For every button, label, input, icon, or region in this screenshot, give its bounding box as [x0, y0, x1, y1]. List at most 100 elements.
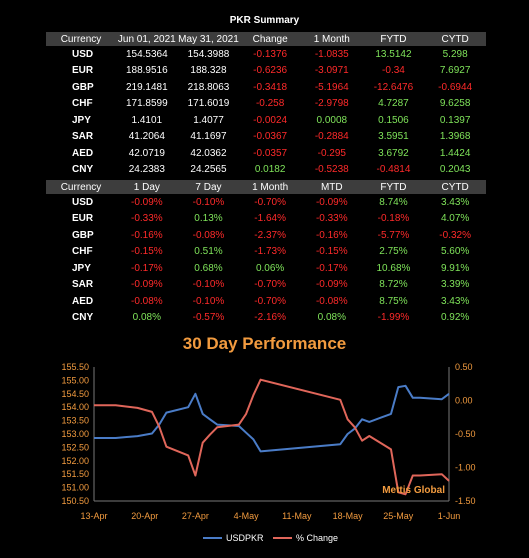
table-cell: -0.10%	[192, 295, 225, 307]
table-cell: 1.4424	[439, 147, 471, 159]
left-axis-tick-label: 152.00	[61, 456, 89, 466]
x-axis-tick-label: 18-May	[333, 511, 364, 521]
currency-code: CNY	[72, 164, 94, 176]
column-header: CYTD	[424, 180, 486, 194]
table-cell: 0.92%	[440, 312, 470, 324]
table-row: CHF -0.15% 0.51% -1.73% -0.15% 2.75% 5.60%	[46, 244, 486, 261]
table-cell: -0.295	[317, 147, 346, 159]
table-cell: 0.08%	[317, 312, 346, 324]
left-axis-tick-label: 154.00	[61, 402, 89, 412]
column-header: FYTD	[362, 180, 425, 194]
currency-code: CHF	[72, 98, 93, 110]
currency-code: GBP	[72, 229, 94, 241]
table-cell: 9.6258	[439, 98, 471, 110]
column-header: 7 Day	[177, 180, 240, 194]
column-header: 1 Day	[116, 180, 178, 194]
currency-code: JPY	[72, 262, 91, 274]
summary-title: PKR Summary	[229, 15, 300, 26]
table-cell: 218.8063	[187, 81, 230, 93]
table-cell: 3.39%	[440, 279, 470, 291]
table-cell: 0.0182	[254, 164, 286, 176]
x-axis-tick-label: 27-Apr	[182, 511, 209, 521]
table-cell: -0.17%	[315, 262, 348, 274]
currency-code: USD	[72, 48, 94, 60]
table-cell: -3.0971	[314, 65, 349, 77]
left-axis-tick-label: 153.00	[61, 429, 89, 439]
right-axis-tick-label: 0.00	[455, 396, 473, 406]
table-row: GBP 219.1481 218.8063 -0.3418 -5.1964 -12.647…	[46, 79, 486, 96]
table-cell: 9.91%	[440, 262, 470, 274]
table-cell: -0.258	[255, 98, 285, 110]
currency-code: GBP	[72, 81, 94, 93]
table-cell: 188.328	[190, 65, 227, 77]
table-row: USD 154.5364 154.3988 -0.1376 -1.0835 13.5142…	[46, 46, 486, 63]
column-header: CYTD	[424, 32, 486, 46]
left-axis-tick-label: 151.50	[61, 469, 89, 479]
usdpkr-series-line	[94, 384, 450, 453]
table-cell: 3.43%	[440, 196, 470, 208]
table-cell: 1.3968	[439, 131, 471, 143]
table-cell: 0.2043	[439, 164, 471, 176]
table-cell: -0.0367	[253, 131, 288, 143]
table-cell: -0.08%	[192, 229, 225, 241]
table-cell: 41.1697	[190, 131, 227, 143]
table-cell: 0.06%	[255, 262, 285, 274]
table-row: GBP -0.16% -0.08% -2.37% -0.16% -5.77% -0.32%	[46, 227, 486, 244]
column-header: 1 Month	[239, 180, 301, 194]
table-cell: -0.17%	[130, 262, 163, 274]
table-cell: -0.5238	[314, 164, 349, 176]
table-cell: -2.9798	[314, 98, 349, 110]
column-header: Jun 01, 2021	[116, 32, 178, 46]
table-cell: 24.2565	[190, 164, 227, 176]
table-cell: 3.5951	[378, 131, 409, 143]
table-cell: 0.1397	[439, 114, 471, 126]
currency-code: SAR	[72, 131, 94, 143]
table-cell: -0.6944	[438, 81, 473, 93]
table-cell: -0.34	[382, 65, 405, 77]
table-cell: 5.298	[442, 48, 468, 60]
table-cell: 3.43%	[440, 295, 470, 307]
column-header: FYTD	[362, 32, 425, 46]
table-cell: 3.6792	[378, 147, 409, 159]
table-cell: 0.08%	[132, 312, 161, 324]
table-cell: -0.09%	[130, 279, 163, 291]
table-cell: -5.1964	[314, 81, 349, 93]
table-cell: 1.4077	[193, 114, 224, 126]
performance-chart: 150.50 151.00 151.50 152.00 152.50 153.00 153.…	[61, 362, 475, 543]
table-row: SAR 41.2064 41.1697 -0.0367 -0.2884 3.5951 1.3…	[46, 129, 486, 146]
legend-label-pct-change: % Change	[296, 533, 338, 543]
table-row: CNY 24.2383 24.2565 0.0182 -0.5238 -0.4814 0.2…	[46, 162, 486, 179]
column-header: 1 Month	[300, 32, 363, 46]
table-header-row: Currency Jun 01, 2021 May 31, 2021 Change 1 …	[46, 32, 486, 46]
table-cell: -0.57%	[192, 312, 225, 324]
table-row: AED 42.0719 42.0362 -0.0357 -0.295 3.6792 1.44…	[46, 145, 486, 162]
left-axis-tick-label: 155.00	[61, 375, 89, 385]
table-row: EUR -0.33% 0.13% -1.64% -0.33% -0.18% 4.07%	[46, 211, 486, 228]
table-row: CHF 171.8599 171.6019 -0.258 -2.9798 4.7287 9.…	[46, 96, 486, 113]
pct-change-series-line	[94, 378, 450, 496]
currency-code: EUR	[72, 65, 94, 77]
table-cell: -0.08%	[130, 295, 163, 307]
table-cell: -1.99%	[377, 312, 410, 324]
table-cell: 188.9516	[125, 65, 168, 77]
table-cell: 7.6927	[439, 65, 471, 77]
left-axis-tick-label: 153.50	[61, 416, 89, 426]
table-cell: -0.70%	[254, 295, 286, 307]
table-cell: 24.2383	[128, 164, 165, 176]
x-axis-tick-label: 20-Apr	[131, 511, 158, 521]
x-axis-tick-label: 11-May	[282, 511, 312, 521]
table-cell: -0.15%	[315, 246, 348, 258]
table-cell: 41.2064	[128, 131, 165, 143]
currency-code: CHF	[72, 246, 93, 258]
column-header: Change	[239, 32, 301, 46]
table-cell: -0.10%	[192, 279, 225, 291]
left-axis-tick-label: 152.50	[61, 442, 89, 452]
table-cell: 0.68%	[194, 262, 223, 274]
column-header: MTD	[300, 180, 363, 194]
table-cell: 154.5364	[125, 48, 168, 60]
table-cell: -2.37%	[254, 229, 286, 241]
pkr-rates-table: Currency Jun 01, 2021 May 31, 2021 Change 1 …	[46, 32, 486, 178]
table-cell: -0.16%	[130, 229, 163, 241]
table-cell: -0.09%	[315, 279, 348, 291]
table-cell: 8.75%	[379, 295, 408, 307]
